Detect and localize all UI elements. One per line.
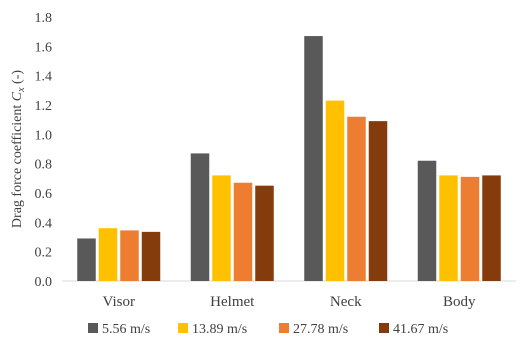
legend-swatch	[279, 323, 289, 333]
y-tick-label: 1.6	[35, 40, 53, 55]
legend: 5.56 m/s 13.89 m/s 27.78 m/s 41.67 m/s	[88, 322, 448, 337]
legend-swatch	[379, 323, 389, 333]
bar-body-series-1	[417, 160, 437, 281]
y-tick-label: 0.6	[35, 187, 53, 202]
y-tick-label: 1.2	[35, 99, 53, 114]
x-category-label: Neck	[330, 294, 362, 310]
y-tick-label: 1.4	[35, 70, 53, 85]
legend-swatch	[178, 323, 188, 333]
bar-neck-series-2	[325, 100, 345, 281]
bar-body-series-4	[482, 175, 501, 281]
bar-body-series-2	[439, 175, 458, 281]
bar-helmet-series-2	[212, 175, 231, 281]
y-tick-label: 0.8	[35, 158, 53, 173]
bar-helmet-series-1	[190, 153, 210, 281]
legend-entry-label: 5.56 m/s	[102, 322, 150, 337]
y-tick-label: 0.2	[35, 246, 53, 261]
bar-body-series-3	[460, 176, 480, 281]
y-tick-label: 1.0	[35, 128, 53, 143]
bar-neck-series-3	[347, 116, 366, 281]
y-axis-ticks: 0.0 0.2 0.4 0.6 0.8 1.0 1.2 1.4 1.6 1.8	[35, 11, 53, 290]
bar-helmet-series-4	[255, 185, 274, 281]
y-axis-title: Drag force coefficient Cx (-)	[10, 70, 27, 228]
x-category-label: Body	[443, 294, 476, 310]
legend-entry-label: 13.89 m/s	[192, 322, 247, 337]
y-axis-label: Drag force coefficient Cx (-)	[10, 70, 27, 228]
bars	[77, 36, 501, 281]
bar-neck-series-4	[368, 121, 388, 281]
bar-visor-series-3	[120, 230, 139, 281]
y-tick-label: 0.0	[35, 275, 53, 290]
bar-visor-series-2	[98, 228, 118, 281]
bar-visor-series-4	[141, 231, 161, 281]
x-category-label: Visor	[103, 294, 135, 310]
bar-neck-series-1	[304, 36, 323, 281]
legend-entry-label: 41.67 m/s	[393, 322, 448, 337]
y-tick-label: 1.8	[35, 11, 53, 26]
y-tick-label: 0.4	[35, 216, 53, 231]
x-axis-categories: Visor Helmet Neck Body	[103, 294, 476, 310]
legend-swatch	[88, 323, 98, 333]
legend-entry-label: 27.78 m/s	[293, 322, 348, 337]
bar-helmet-series-3	[233, 182, 253, 281]
x-category-label: Helmet	[210, 294, 255, 310]
bar-visor-series-1	[77, 238, 96, 281]
